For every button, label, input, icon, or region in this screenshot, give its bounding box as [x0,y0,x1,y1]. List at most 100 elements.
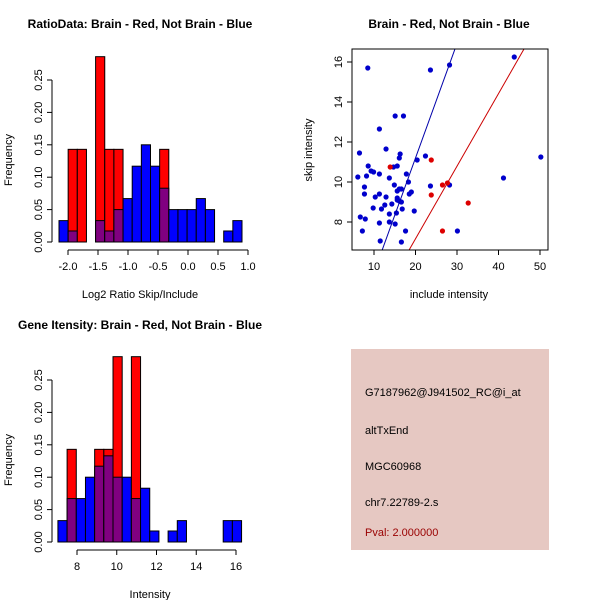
x-tick-label: -1.0 [119,261,138,273]
not-brain-point [378,206,385,212]
not-brain-point [376,126,382,132]
not-brain-point [377,238,383,244]
not-brain-fit-line [381,49,456,250]
y-tick-label: 10 [333,176,345,188]
not-brain-point [382,202,388,208]
not-brain-bar [223,230,234,243]
x-tick-label: -0.5 [149,261,168,273]
overlap-bar [95,220,106,243]
overlap-bar [67,230,78,243]
brain-point [439,228,446,234]
not-brain-point [397,151,403,157]
not-brain-bar [58,220,69,243]
y-tick-label: 12 [333,136,345,148]
x-tick-label: 10 [111,561,123,573]
x-tick-label: 12 [150,561,162,573]
y-tick-label: 16 [333,56,345,68]
not-brain-point [356,150,363,156]
not-brain-point [389,201,395,207]
scatter-title: Brain - Red, Not Brain - Blue [368,17,530,31]
brain-bar [67,148,78,243]
not-brain-bar [222,520,233,543]
x-tick-label: 0.0 [180,261,195,273]
not-brain-point [399,206,405,212]
x-tick-label: 0.5 [210,261,225,273]
not-brain-point [454,228,461,234]
scatter-ylabel: skip intensity [303,118,315,181]
not-brain-point [411,208,417,214]
intensity-histogram: Gene Itensity: Brain - Red, Not Brain - … [3,318,262,600]
ratio-histogram: RatioData: Brain - Red, Not Brain - Blue… [3,17,256,301]
y-tick-label: 14 [333,96,345,108]
x-tick-label: -1.5 [89,261,108,273]
x-tick-label: 20 [409,261,421,273]
not-brain-point [359,228,365,234]
not-brain-point [361,184,368,190]
not-brain-bar [177,209,188,243]
x-tick-label: 30 [451,261,463,273]
not-brain-point [511,54,517,60]
not-brain-point [361,191,368,197]
not-brain-bar [149,530,160,543]
not-brain-point [376,220,382,226]
scatter-xlabel: include intensity [410,289,489,301]
not-brain-point [396,155,402,161]
intensity-histogram-xlabel: Intensity [130,589,171,600]
not-brain-point [383,194,389,200]
not-brain-bar [150,165,161,243]
x-tick-label: -2.0 [59,261,78,273]
brain-bar [104,148,115,243]
x-tick-label: 14 [190,561,202,573]
plot-box [351,48,549,251]
not-brain-bar [131,165,142,243]
not-brain-bar [75,498,86,543]
y-tick-label: 0.15 [33,434,45,455]
not-brain-point [427,67,434,73]
y-tick-label: 0.15 [33,134,45,155]
overlap-bar [130,498,142,543]
not-brain-point [392,113,398,119]
not-brain-point [394,163,400,169]
not-brain-bar [204,209,216,243]
not-brain-point [538,154,544,160]
brain-point [387,164,393,170]
probe-id: G7187962@J941502_RC@i_at [365,387,521,399]
not-brain-point [363,173,370,179]
brain-point [465,200,471,206]
not-brain-point [406,191,412,197]
y-tick-label: 0.25 [33,69,45,90]
y-tick-label: 0.20 [33,402,45,423]
not-brain-bar [186,209,197,243]
not-brain-point [376,171,382,177]
not-brain-point [403,171,409,177]
overlap-bar [66,498,77,543]
not-brain-point [422,153,429,159]
x-tick-label: 40 [492,261,504,273]
not-brain-point [398,239,404,245]
ratio-histogram-ylabel: Frequency [3,134,15,186]
not-brain-point [391,182,397,188]
not-brain-bar [176,520,187,543]
not-brain-point [400,113,407,119]
not-brain-bar [167,530,178,543]
not-brain-bar [168,209,179,243]
p-value: Pval: 2.000000 [365,527,438,539]
not-brain-bar [57,520,68,543]
y-tick-label: 0.10 [33,166,45,187]
not-brain-point [500,175,507,181]
ratio-histogram-xlabel: Log2 Ratio Skip/Include [82,289,198,301]
not-brain-point [398,186,404,192]
brain-point [428,192,434,198]
intensity-histogram-title: Gene Itensity: Brain - Red, Not Brain - … [18,318,262,332]
x-tick-label: 8 [74,561,80,573]
y-tick-label: 0.20 [33,102,45,123]
y-tick-label: 0.25 [33,369,45,390]
info-panel-background [351,349,549,550]
not-brain-point [355,174,361,180]
not-brain-point [394,188,400,194]
info-panel: G7187962@J941502_RC@i_at altTxEnd MGC609… [351,349,549,550]
not-brain-point [372,194,378,200]
brain-fit-line [408,49,525,250]
y-tick-label: 0.05 [33,499,45,520]
not-brain-bar [84,476,96,543]
